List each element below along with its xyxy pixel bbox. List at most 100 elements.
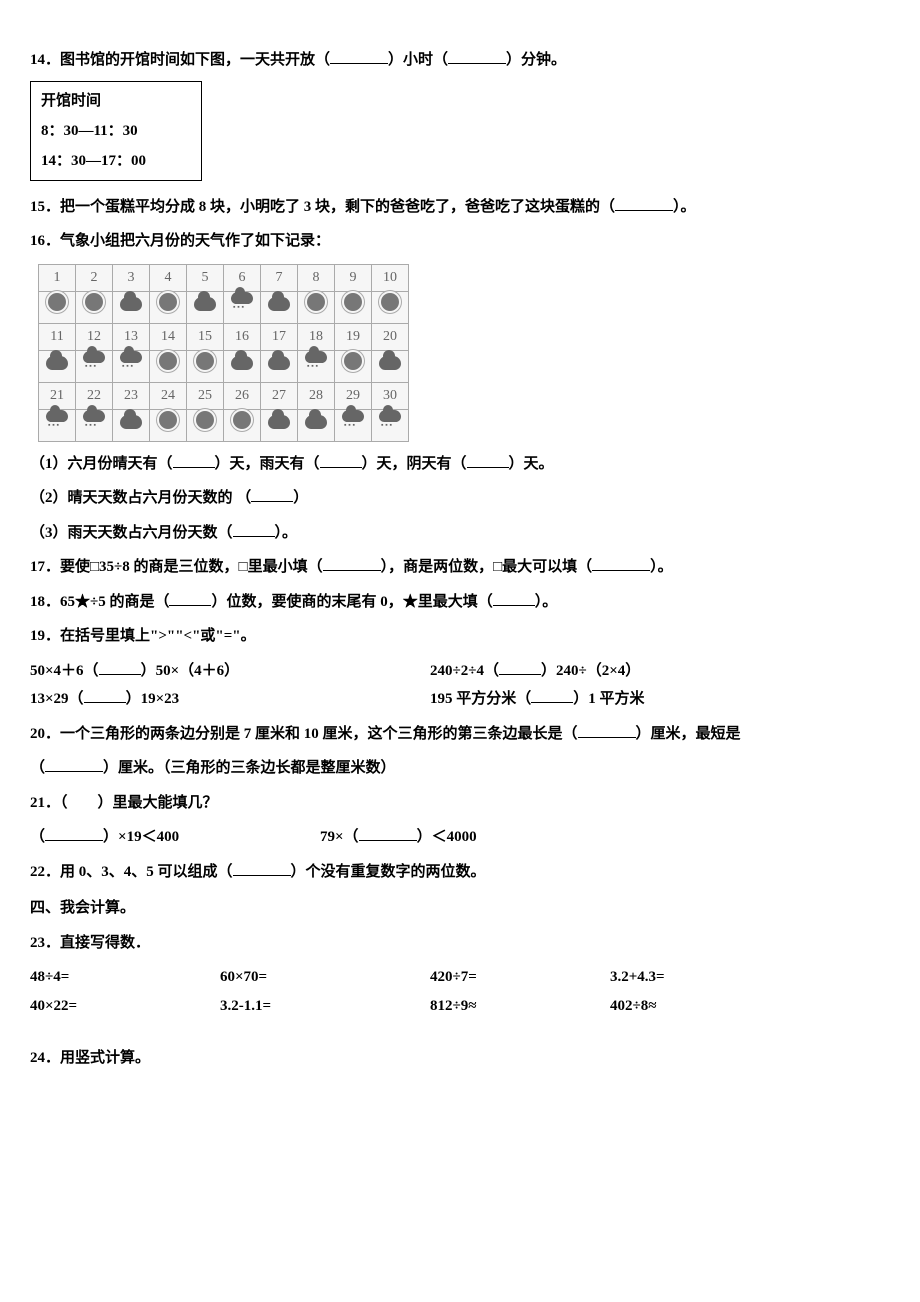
q16-p1-blank1[interactable] bbox=[173, 453, 215, 468]
q19-r1a-a: 50×4＋6（ bbox=[30, 663, 99, 679]
q23-row2: 40×22= 3.2-1.1= 812÷9≈ 402÷8≈ bbox=[30, 992, 890, 1021]
cal-day-weather bbox=[335, 351, 372, 383]
q19-r2a-blank[interactable] bbox=[84, 689, 126, 704]
cal-day-weather bbox=[150, 351, 187, 383]
cal-day-num: 8 bbox=[298, 264, 335, 292]
q15-blank[interactable] bbox=[615, 196, 673, 211]
sun-icon bbox=[344, 293, 362, 311]
cal-day-weather bbox=[150, 292, 187, 324]
q15: 15．把一个蛋糕平均分成 8 块，小明吃了 3 块，剩下的爸爸吃了，爸爸吃了这块… bbox=[30, 193, 890, 222]
sun-icon bbox=[159, 293, 177, 311]
q17-blank2[interactable] bbox=[592, 557, 650, 572]
rain-icon bbox=[305, 351, 327, 371]
q18-blank1[interactable] bbox=[169, 591, 211, 606]
q21-row: （）×19＜400 79×（）＜4000 bbox=[30, 823, 890, 852]
q14-text-b: ）小时（ bbox=[388, 52, 448, 68]
q23-r1-c4: 3.2+4.3= bbox=[610, 963, 790, 992]
q19-row1: 50×4＋6（）50×（4＋6） 240÷2÷4（）240÷（2×4） bbox=[30, 657, 890, 686]
q22-blank[interactable] bbox=[233, 861, 291, 876]
cal-day-num: 9 bbox=[335, 264, 372, 292]
q20-d: ）厘米。（三角形的三条边长都是整厘米数） bbox=[103, 760, 396, 776]
q16-p2-blank[interactable] bbox=[251, 488, 293, 503]
cal-day-num: 2 bbox=[76, 264, 113, 292]
q21-blank1[interactable] bbox=[45, 827, 103, 842]
rain-icon bbox=[120, 351, 142, 371]
q16-p1-b: ）天，雨天有（ bbox=[215, 456, 320, 472]
q17-c: ）。 bbox=[650, 559, 673, 575]
q23-r2-c1: 40×22= bbox=[30, 992, 220, 1021]
sun-icon bbox=[196, 352, 214, 370]
q16-p3-a: （3）雨天天数占六月份天数（ bbox=[30, 525, 233, 541]
sun-icon bbox=[159, 411, 177, 429]
sun-icon bbox=[159, 352, 177, 370]
sun-icon bbox=[85, 293, 103, 311]
cal-day-num: 24 bbox=[150, 382, 187, 410]
cal-day-num: 25 bbox=[187, 382, 224, 410]
q21-blank2[interactable] bbox=[359, 827, 417, 842]
cal-day-weather bbox=[224, 410, 261, 442]
sun-icon bbox=[344, 352, 362, 370]
cal-day-weather bbox=[187, 351, 224, 383]
q19-r1b-blank[interactable] bbox=[499, 660, 541, 675]
cal-day-weather bbox=[298, 292, 335, 324]
cal-day-weather bbox=[187, 410, 224, 442]
q18-blank2[interactable] bbox=[493, 591, 535, 606]
rain-icon bbox=[83, 351, 105, 371]
q19-r2b-blank[interactable] bbox=[531, 689, 573, 704]
cal-day-weather bbox=[224, 351, 261, 383]
sun-icon bbox=[381, 293, 399, 311]
section4-title: 四、我会计算。 bbox=[30, 894, 890, 923]
q16-p3-b: ）。 bbox=[275, 525, 298, 541]
cal-day-weather bbox=[113, 351, 150, 383]
sun-icon bbox=[196, 411, 214, 429]
cal-day-num: 23 bbox=[113, 382, 150, 410]
cal-day-weather bbox=[224, 292, 261, 324]
q21-intro: 21．（ ）里最大能填几？ bbox=[30, 789, 890, 818]
q14-blank-hours[interactable] bbox=[330, 50, 388, 65]
cal-day-weather bbox=[76, 351, 113, 383]
q20-blank2[interactable] bbox=[45, 758, 103, 773]
q16-p1-blank2[interactable] bbox=[320, 453, 362, 468]
q20-line2: （）厘米。（三角形的三条边长都是整厘米数） bbox=[30, 754, 890, 783]
q16-p1-blank3[interactable] bbox=[467, 453, 509, 468]
cloud-icon bbox=[268, 297, 290, 311]
cloud-icon bbox=[231, 356, 253, 370]
q23-intro: 23．直接写得数． bbox=[30, 929, 890, 958]
q23-row1: 48÷4= 60×70= 420÷7= 3.2+4.3= bbox=[30, 963, 890, 992]
q14-blank-mins[interactable] bbox=[448, 50, 506, 65]
cal-day-weather bbox=[76, 292, 113, 324]
q19-r1a-blank[interactable] bbox=[99, 660, 141, 675]
q23-r1-c2: 60×70= bbox=[220, 963, 430, 992]
cloud-icon bbox=[305, 415, 327, 429]
cal-day-num: 10 bbox=[372, 264, 409, 292]
q18-a: 18．65★÷5 的商是（ bbox=[30, 594, 169, 610]
q14: 14．图书馆的开馆时间如下图，一天共开放（）小时（）分钟。 bbox=[30, 46, 890, 75]
box-line1: 8：30—11：30 bbox=[41, 116, 191, 146]
q24: 24．用竖式计算。 bbox=[30, 1044, 890, 1073]
rain-icon bbox=[379, 410, 401, 430]
cal-day-weather bbox=[261, 292, 298, 324]
sun-icon bbox=[307, 293, 325, 311]
cal-day-num: 14 bbox=[150, 323, 187, 351]
cal-day-weather bbox=[39, 351, 76, 383]
q18-b: ）位数，要使商的末尾有 0，★里最大填（ bbox=[211, 594, 492, 610]
q17: 17．要使□35÷8 的商是三位数，□里最小填（），商是两位数，□最大可以填（）… bbox=[30, 553, 890, 582]
cal-day-weather bbox=[261, 351, 298, 383]
cal-day-num: 19 bbox=[335, 323, 372, 351]
q23-r1-c3: 420÷7= bbox=[430, 963, 610, 992]
q19-r1b-a: 240÷2÷4（ bbox=[430, 663, 499, 679]
q14-text-c: ）分钟。 bbox=[506, 52, 566, 68]
q17-blank1[interactable] bbox=[323, 557, 381, 572]
q16-p3: （3）雨天天数占六月份天数（ ）。 bbox=[30, 519, 890, 548]
cloud-icon bbox=[120, 415, 142, 429]
q20-blank1[interactable] bbox=[578, 723, 636, 738]
cal-day-num: 26 bbox=[224, 382, 261, 410]
rain-icon bbox=[342, 410, 364, 430]
rain-icon bbox=[231, 292, 253, 312]
cal-day-num: 7 bbox=[261, 264, 298, 292]
q16-p2: （2）晴天天数占六月份天数的 （） bbox=[30, 484, 890, 513]
q16-p3-blank[interactable] bbox=[233, 522, 275, 537]
rain-icon bbox=[46, 410, 68, 430]
cal-day-num: 27 bbox=[261, 382, 298, 410]
q23-r2-c3: 812÷9≈ bbox=[430, 992, 610, 1021]
